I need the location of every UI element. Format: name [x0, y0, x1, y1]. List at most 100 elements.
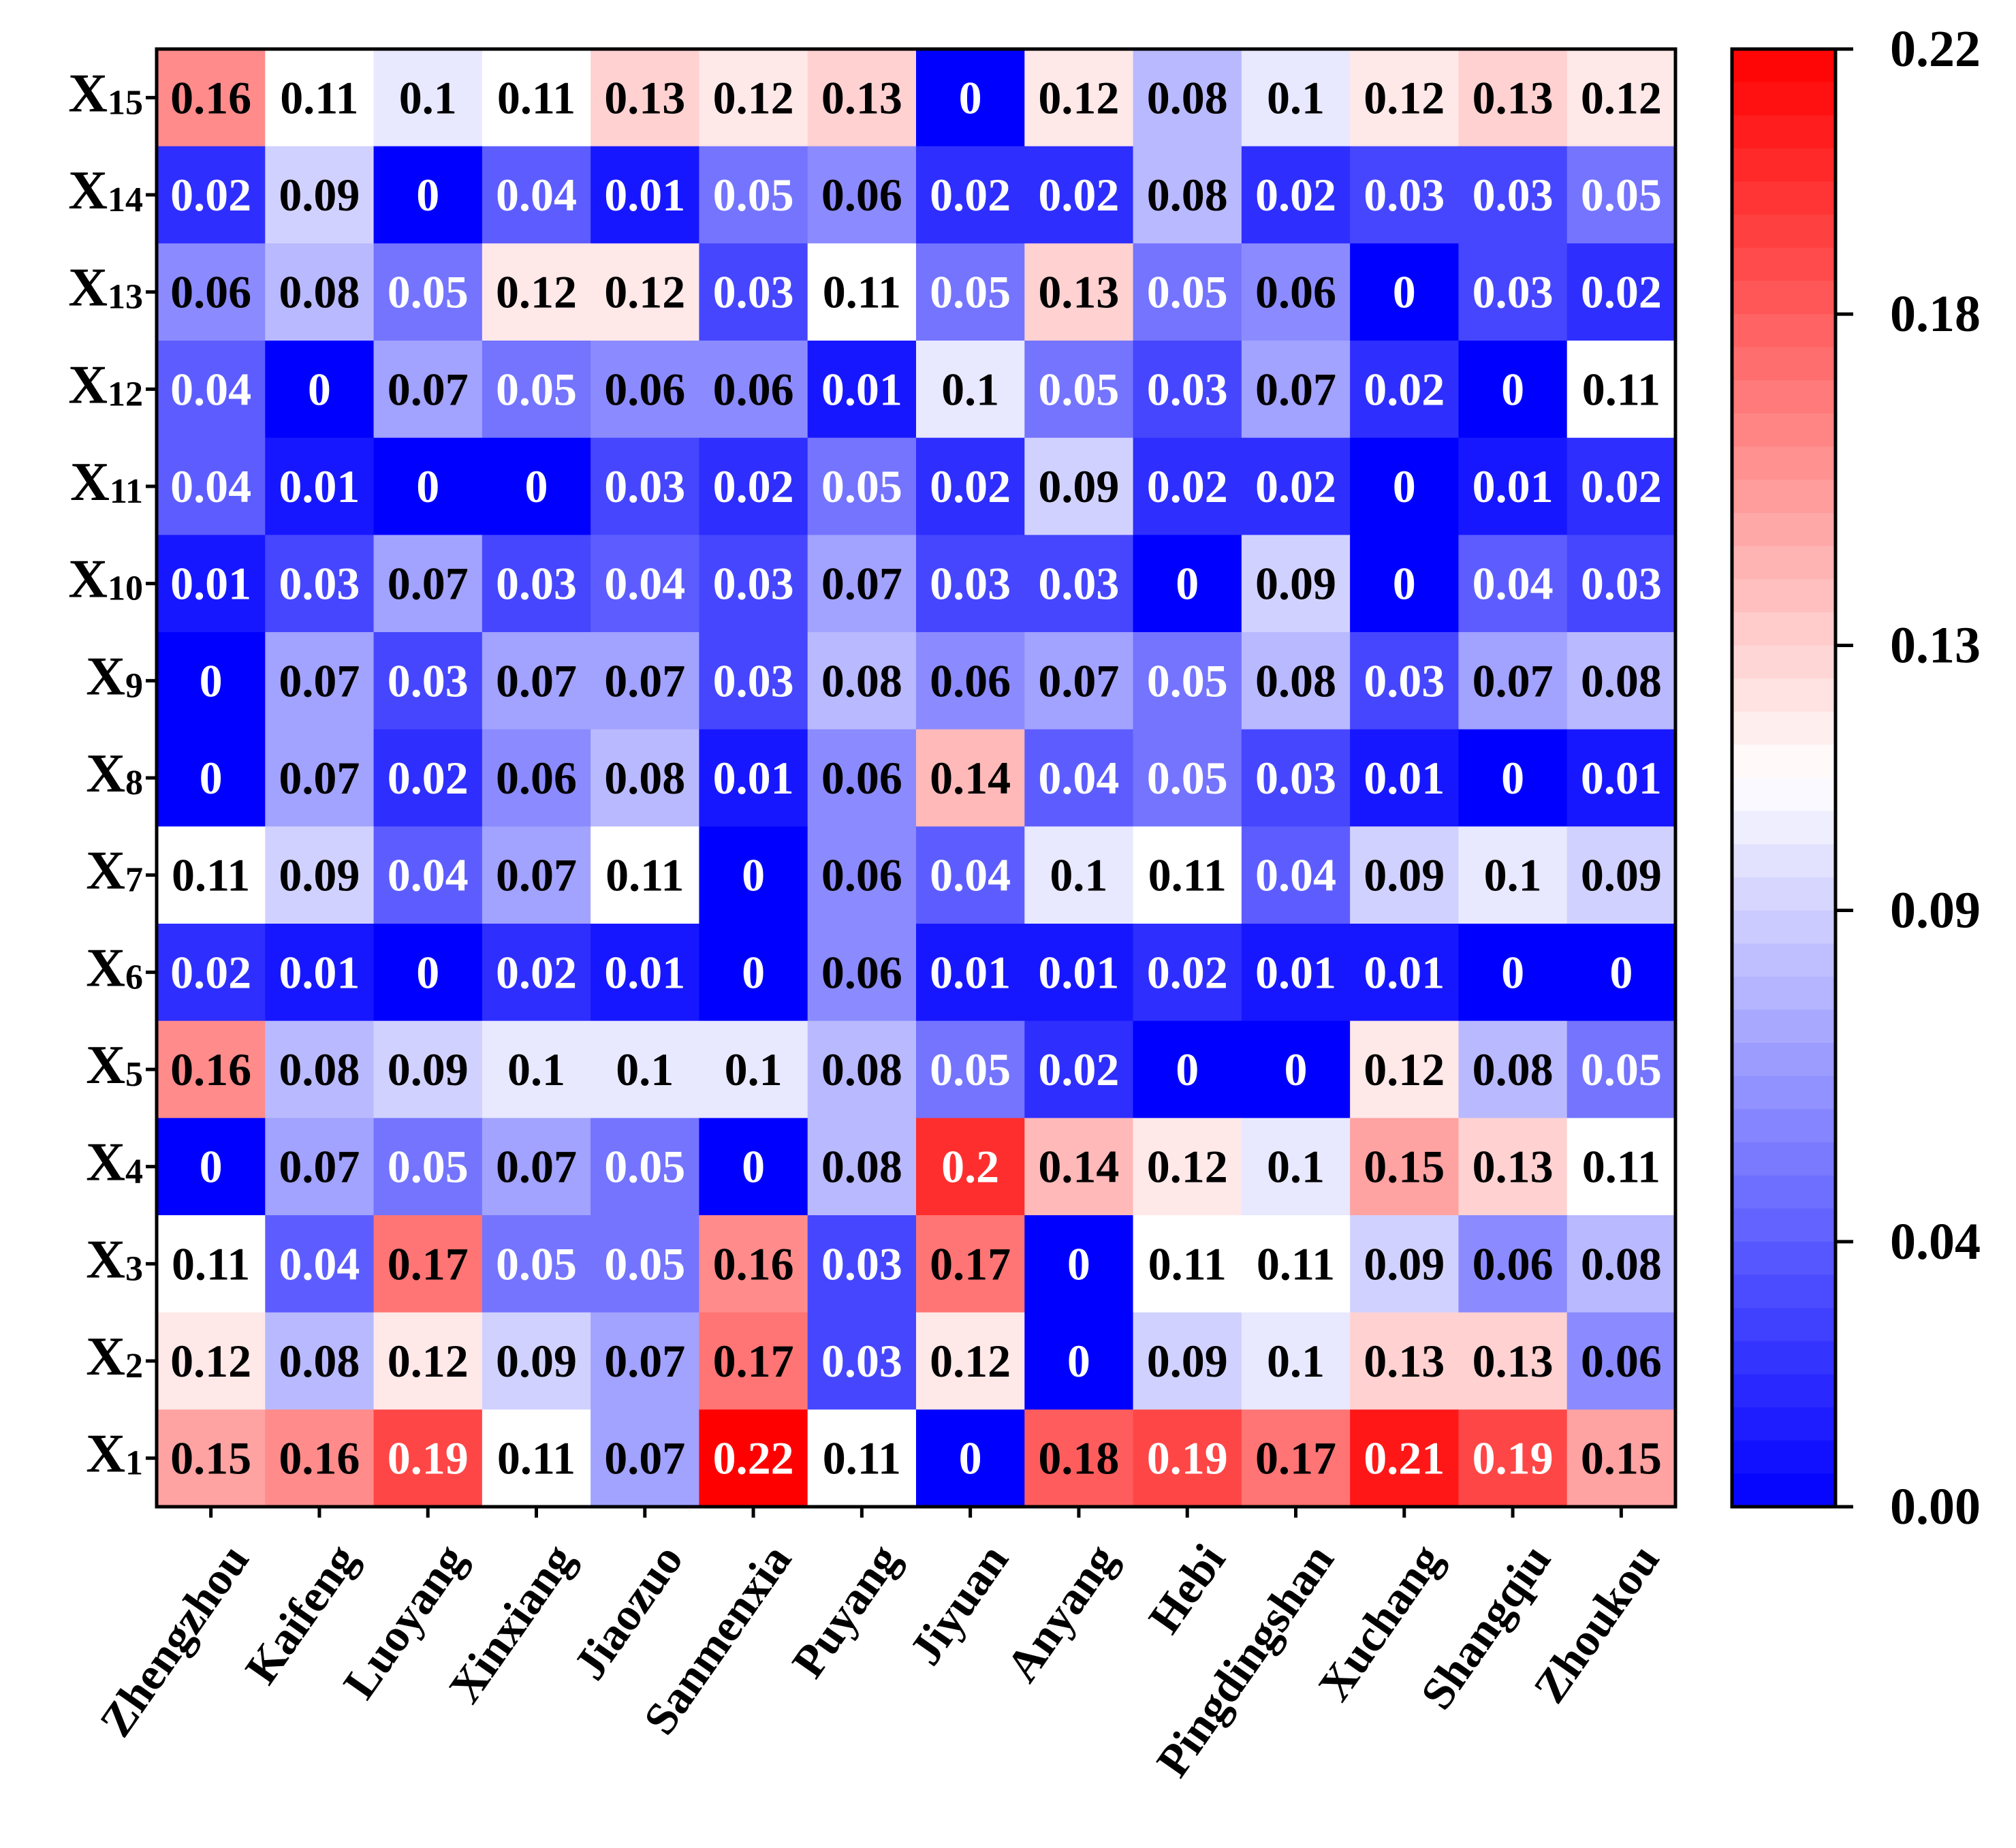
heatmap-cell-value: 0.06 — [1581, 1335, 1662, 1387]
heatmap-cell-value: 0.14 — [1038, 1141, 1119, 1193]
heatmap-cell-value: 0.03 — [279, 558, 360, 610]
heatmap-cell — [1241, 632, 1351, 730]
heatmap-cell — [699, 243, 808, 341]
heatmap-cell — [916, 729, 1025, 827]
heatmap-cell-value: 0.02 — [1255, 169, 1336, 221]
heatmap-cell — [590, 243, 700, 341]
heatmap-cell-value: 0.06 — [821, 946, 902, 998]
x-tick-label: Zhengzhou — [89, 1535, 259, 1746]
heatmap-cell — [265, 826, 375, 924]
heatmap-cell-value: 0 — [959, 72, 982, 123]
heatmap-cell-value: 0.12 — [388, 1335, 469, 1387]
heatmap-cell-value: 0 — [308, 363, 331, 415]
heatmap-cell-value: 0.18 — [1038, 1432, 1119, 1484]
heatmap-cell — [1133, 49, 1242, 147]
heatmap-cell-value: 0.05 — [1147, 266, 1228, 318]
heatmap-cell — [590, 1312, 700, 1410]
heatmap-cell-value: 0.05 — [1147, 752, 1228, 804]
heatmap-cell — [265, 1312, 375, 1410]
colorbar-band — [1732, 115, 1836, 149]
heatmap-cell — [590, 924, 700, 1022]
heatmap-cell — [265, 1215, 375, 1313]
colorbar-band — [1732, 678, 1836, 712]
heatmap-cell-value: 0.05 — [930, 1044, 1011, 1095]
heatmap-cell — [157, 535, 266, 633]
heatmap-cell-value: 0.15 — [1364, 1141, 1445, 1193]
heatmap-cell-value: 0.01 — [1255, 946, 1336, 998]
heatmap-cell — [1566, 924, 1676, 1022]
x-tick-label: Jiyuan — [899, 1535, 1018, 1674]
heatmap-cell — [1458, 1409, 1568, 1507]
heatmap-cell — [157, 341, 266, 439]
y-tick-label: X8 — [86, 744, 143, 804]
heatmap-cell-value: 0.06 — [821, 169, 902, 221]
heatmap-cell-value: 0.03 — [1472, 169, 1554, 221]
heatmap-cell — [916, 535, 1025, 633]
heatmap-cell-value: 0.05 — [604, 1238, 685, 1289]
heatmap-cell — [1241, 243, 1351, 341]
y-tick-label: X6 — [86, 938, 143, 998]
colorbar-band — [1732, 1076, 1836, 1110]
heatmap-cell — [1350, 437, 1460, 535]
heatmap-cell-value: 0.02 — [1147, 460, 1228, 512]
heatmap-cell-value: 0.02 — [1147, 946, 1228, 998]
colorbar-band — [1732, 877, 1836, 911]
heatmap-cell-value: 0 — [416, 946, 439, 998]
heatmap-cell-value: 0.04 — [930, 849, 1011, 901]
heatmap-cell — [1133, 341, 1242, 439]
y-tick-label: X9 — [86, 646, 143, 706]
heatmap-cell-value: 0.13 — [604, 72, 685, 123]
colorbar-band — [1732, 778, 1836, 812]
heatmap-cell — [916, 146, 1025, 244]
heatmap-cell — [916, 1312, 1025, 1410]
heatmap-cell-value: 0.1 — [399, 72, 457, 123]
heatmap-cell-value: 0.07 — [821, 558, 902, 610]
heatmap-cell-value: 0.1 — [1267, 1335, 1325, 1387]
colorbar-band — [1732, 215, 1836, 249]
heatmap-cell — [1133, 1215, 1242, 1313]
heatmap-cell-value: 0.01 — [170, 558, 251, 610]
heatmap-cell-value: 0.03 — [713, 266, 794, 318]
heatmap-cell — [1566, 729, 1676, 827]
heatmap-cell-value: 0.13 — [1472, 72, 1554, 123]
heatmap-cell-value: 0.02 — [496, 946, 577, 998]
y-tick-label: X3 — [86, 1230, 143, 1289]
colorbar-tick-label: 0.00 — [1890, 1478, 1981, 1535]
heatmap-cell-value: 0.08 — [1581, 655, 1662, 706]
colorbar-band — [1732, 612, 1836, 646]
heatmap-cell-value: 0.02 — [170, 946, 251, 998]
heatmap-cell-value: 0.12 — [1147, 1141, 1228, 1193]
heatmap-cell — [1024, 243, 1134, 341]
heatmap-cell-value: 0.17 — [930, 1238, 1011, 1289]
heatmap-cell — [807, 1312, 917, 1410]
heatmap-cell — [1350, 729, 1460, 827]
heatmap-cell-value: 0.08 — [821, 1141, 902, 1193]
heatmap-cell-value: 0.1 — [507, 1044, 565, 1095]
y-tick-label: X15 — [68, 63, 143, 123]
heatmap-cell — [1566, 243, 1676, 341]
heatmap-cell-value: 0.05 — [496, 1238, 577, 1289]
heatmap-cell — [482, 49, 591, 147]
heatmap-cell-value: 0.01 — [821, 363, 902, 415]
heatmap-cell-value: 0.09 — [279, 849, 360, 901]
heatmap-cell — [590, 729, 700, 827]
y-axis: X15 X14 X13 X12 X11 X10 X9 X8 X7 X6 X5 X4 X3 X2 X1 — [68, 63, 157, 1484]
heatmap-cell — [1133, 1409, 1242, 1507]
heatmap-cell-value: 0.12 — [1364, 1044, 1445, 1095]
heatmap-cell — [1458, 1312, 1568, 1410]
colorbar-tick-label: 0.18 — [1890, 285, 1981, 343]
heatmap-cell-value: 0.01 — [1038, 946, 1119, 998]
heatmap-cell — [699, 924, 808, 1022]
heatmap-cell-value: 0 — [416, 460, 439, 512]
heatmap-cell — [157, 49, 266, 147]
heatmap-cell — [1241, 729, 1351, 827]
heatmap-cell — [590, 146, 700, 244]
heatmap-cell — [482, 1409, 591, 1507]
heatmap-cell-value: 0.11 — [1148, 1238, 1227, 1289]
colorbar-band — [1732, 910, 1836, 944]
heatmap-cell-value: 0 — [1501, 752, 1524, 804]
heatmap-cell-value: 0.01 — [604, 169, 685, 221]
heatmap-cell-value: 0.2 — [941, 1141, 999, 1193]
colorbar-band — [1732, 480, 1836, 514]
y-tick-label: X7 — [86, 841, 143, 901]
